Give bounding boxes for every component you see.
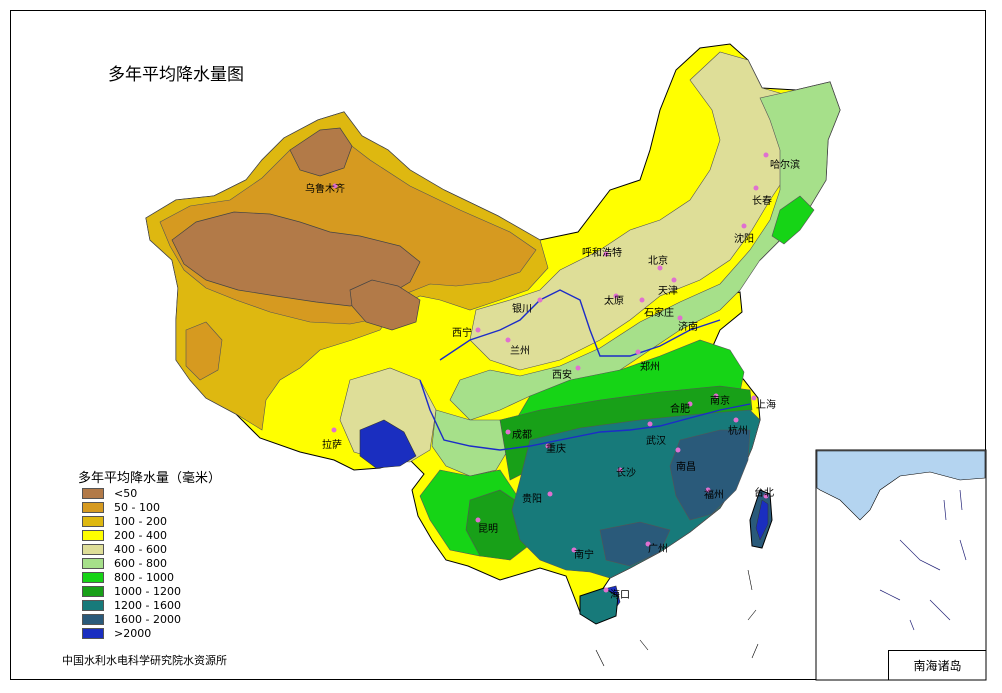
- legend-swatch: [82, 529, 104, 541]
- city-label-zhengzhou: 郑州: [640, 362, 660, 373]
- legend-swatch: [82, 599, 104, 611]
- legend-row: 1200 - 1600: [82, 598, 181, 612]
- legend-swatch: [82, 571, 104, 583]
- legend-label: 400 - 600: [114, 542, 167, 556]
- legend-label: 1200 - 1600: [114, 598, 181, 612]
- zone-1600-2000: [599, 521, 671, 567]
- legend-swatch: [82, 501, 104, 513]
- legend-row: 1600 - 2000: [82, 612, 181, 626]
- city-label-hangzhou: 杭州: [728, 426, 748, 437]
- city-label-harbin: 哈尔滨: [770, 160, 800, 171]
- city-label-chengdu: 成都: [512, 430, 532, 441]
- legend-swatch: [82, 515, 104, 527]
- city-dots: [331, 152, 769, 593]
- map-title: 多年平均降水量图: [108, 65, 244, 85]
- zone-over-2000: [755, 499, 769, 541]
- city-label-xining: 西宁: [452, 328, 472, 339]
- city-label-jinan: 济南: [678, 322, 698, 333]
- legend-swatch: [82, 557, 104, 569]
- city-label-shanghai: 上海: [756, 400, 776, 411]
- legend-label: >2000: [114, 626, 152, 640]
- legend-row: 1000 - 1200: [82, 584, 181, 598]
- city-label-urumqi: 乌鲁木齐: [305, 184, 345, 195]
- inset-islands: [879, 489, 967, 631]
- city-label-hefei: 合肥: [670, 404, 690, 415]
- maritime-lines: [595, 569, 759, 667]
- hainan-island: [579, 587, 619, 625]
- legend-title: 多年平均降水量（毫米）: [78, 471, 222, 486]
- zone-800-1000: [771, 195, 815, 245]
- city-label-shenyang: 沈阳: [734, 234, 754, 245]
- zone-over-2000: [359, 419, 417, 469]
- city-label-lanzhou: 兰州: [510, 346, 530, 357]
- legend-label: 800 - 1000: [114, 570, 174, 584]
- city-label-nanjing: 南京: [710, 396, 730, 407]
- credit-text: 中国水利水电科学研究院水资源所: [62, 654, 227, 667]
- legend-row: 200 - 400: [82, 528, 167, 542]
- city-label-yinchuan: 银川: [512, 304, 532, 315]
- city-label-chongqing: 重庆: [546, 444, 566, 455]
- zone-under-50: [171, 211, 421, 307]
- city-label-nanchang: 南昌: [676, 462, 696, 473]
- legend-row: 800 - 1000: [82, 570, 174, 584]
- legend-row: 400 - 600: [82, 542, 167, 556]
- city-label-changsha: 长沙: [616, 468, 636, 479]
- legend-label: 100 - 200: [114, 514, 167, 528]
- zone-1600-2000: [669, 429, 751, 521]
- city-label-nanning: 南宁: [574, 550, 594, 561]
- zone-under-50: [349, 279, 421, 331]
- city-label-changchun: 长春: [752, 196, 772, 207]
- legend-label: 200 - 400: [114, 528, 167, 542]
- city-label-xian: 西安: [552, 370, 572, 381]
- city-label-haikou: 海口: [610, 590, 630, 601]
- city-label-beijing: 北京: [648, 256, 668, 267]
- legend-row: 600 - 800: [82, 556, 167, 570]
- legend-swatch: [82, 613, 104, 625]
- city-label-kunming: 昆明: [478, 524, 498, 535]
- city-label-lhasa: 拉萨: [322, 440, 342, 451]
- yangtze-river: [419, 379, 751, 451]
- legend-label: <50: [114, 486, 138, 500]
- yellow-river: [439, 289, 721, 361]
- city-label-tianjin: 天津: [658, 286, 678, 297]
- legend-swatch: [82, 585, 104, 597]
- legend-swatch: [82, 487, 104, 499]
- legend-swatch: [82, 627, 104, 639]
- city-label-hohhot: 呼和浩特: [582, 248, 622, 259]
- city-label-taibei: 台北: [754, 488, 774, 499]
- inset-sea: [816, 450, 986, 521]
- legend-label: 1600 - 2000: [114, 612, 181, 626]
- zone-50-100: [185, 321, 223, 381]
- legend-row: <50: [82, 486, 138, 500]
- legend-row: 50 - 100: [82, 500, 160, 514]
- city-label-guangzhou: 广州: [648, 544, 668, 555]
- city-label-guiyang: 贵阳: [522, 494, 542, 505]
- zone-600-800: [431, 409, 509, 477]
- zone-under-50: [289, 127, 353, 177]
- city-label-fuzhou: 福州: [704, 490, 724, 501]
- legend-swatch: [82, 543, 104, 555]
- city-label-wuhan: 武汉: [646, 436, 666, 447]
- legend-row: 100 - 200: [82, 514, 167, 528]
- city-label-shijiazhuang: 石家庄: [644, 308, 674, 319]
- city-label-taiyuan: 太原: [604, 296, 624, 307]
- legend-label: 600 - 800: [114, 556, 167, 570]
- legend-label: 1000 - 1200: [114, 584, 181, 598]
- legend-row: >2000: [82, 626, 152, 640]
- legend-label: 50 - 100: [114, 500, 160, 514]
- inset-label: 南海诸岛: [888, 650, 986, 680]
